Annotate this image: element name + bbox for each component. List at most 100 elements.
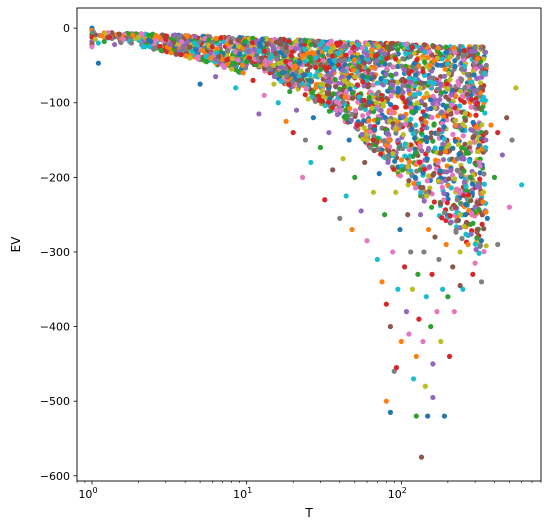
data-point (437, 150, 444, 156)
data-point (376, 44, 382, 50)
data-point (430, 75, 437, 81)
data-point (352, 57, 358, 63)
data-point (275, 100, 281, 106)
data-point (406, 178, 412, 184)
data-point (250, 77, 256, 83)
data-point (305, 96, 311, 102)
data-point (387, 44, 393, 50)
data-point (360, 136, 366, 142)
data-point (236, 51, 243, 57)
data-point (468, 79, 474, 85)
x-axis-label: T (304, 506, 313, 520)
data-point (459, 93, 465, 99)
data-point (325, 41, 332, 47)
data-point (334, 40, 340, 46)
data-point (410, 376, 417, 382)
data-point (387, 101, 394, 108)
data-point (459, 235, 465, 242)
data-point (417, 159, 423, 165)
data-point (278, 41, 284, 47)
data-point (479, 221, 485, 227)
data-point (167, 41, 173, 48)
data-point (349, 95, 356, 101)
data-point (157, 43, 163, 50)
data-point (438, 338, 444, 345)
data-point (435, 45, 441, 51)
data-point (318, 62, 324, 68)
data-point (423, 134, 429, 141)
data-point (202, 36, 208, 42)
data-point (386, 138, 393, 144)
data-point (307, 64, 313, 70)
data-point (471, 134, 477, 140)
data-point (339, 74, 345, 80)
data-point (318, 81, 325, 87)
data-point (462, 141, 468, 147)
data-point (130, 32, 136, 38)
data-point (468, 231, 474, 237)
data-point (424, 90, 430, 96)
data-point (200, 47, 206, 54)
data-point (451, 45, 457, 51)
data-point (279, 65, 285, 71)
data-point (504, 115, 510, 121)
data-point (325, 99, 331, 105)
data-point (218, 35, 224, 41)
data-point (116, 31, 122, 37)
data-point (326, 108, 332, 114)
data-point (370, 137, 376, 143)
data-point (430, 361, 436, 367)
data-point (307, 72, 313, 78)
data-point (179, 38, 185, 45)
data-point (499, 152, 505, 158)
data-point (444, 61, 451, 67)
data-point (393, 189, 399, 195)
data-point (348, 117, 355, 123)
data-point (244, 59, 250, 65)
data-point (374, 256, 380, 263)
data-point (395, 286, 401, 292)
data-point (343, 89, 349, 95)
data-point (409, 126, 415, 132)
data-point (334, 111, 341, 118)
data-point (455, 55, 461, 61)
data-point (319, 98, 325, 104)
data-point (340, 99, 346, 105)
data-point (393, 365, 400, 371)
data-point (403, 50, 409, 57)
data-point (192, 33, 198, 40)
data-point (483, 243, 489, 249)
data-point (454, 197, 460, 203)
data-point (448, 167, 454, 174)
data-point (408, 95, 414, 101)
data-point (344, 80, 350, 86)
data-point (413, 72, 419, 78)
data-point (407, 79, 413, 85)
y-axis: 0 −100 −200 −300 −400 −500 −600 (40, 22, 77, 483)
data-point (415, 271, 421, 277)
data-point (397, 173, 404, 179)
data-point (458, 66, 465, 72)
data-point (369, 47, 375, 53)
data-point (454, 156, 460, 162)
data-point (322, 102, 328, 109)
data-point (302, 92, 308, 98)
data-point (382, 212, 388, 218)
data-point (314, 39, 320, 45)
data-point (406, 331, 412, 337)
data-point (287, 88, 293, 95)
data-point (340, 68, 346, 74)
data-point (446, 176, 452, 182)
data-point (90, 29, 96, 35)
data-point (406, 83, 412, 89)
data-point (413, 353, 419, 360)
data-point (431, 199, 437, 205)
data-point (342, 62, 348, 68)
data-point (352, 108, 359, 114)
data-point (107, 34, 113, 40)
data-point (461, 99, 467, 105)
data-point (435, 131, 441, 137)
data-point (444, 163, 450, 169)
data-point (302, 137, 309, 143)
data-point (220, 62, 226, 69)
